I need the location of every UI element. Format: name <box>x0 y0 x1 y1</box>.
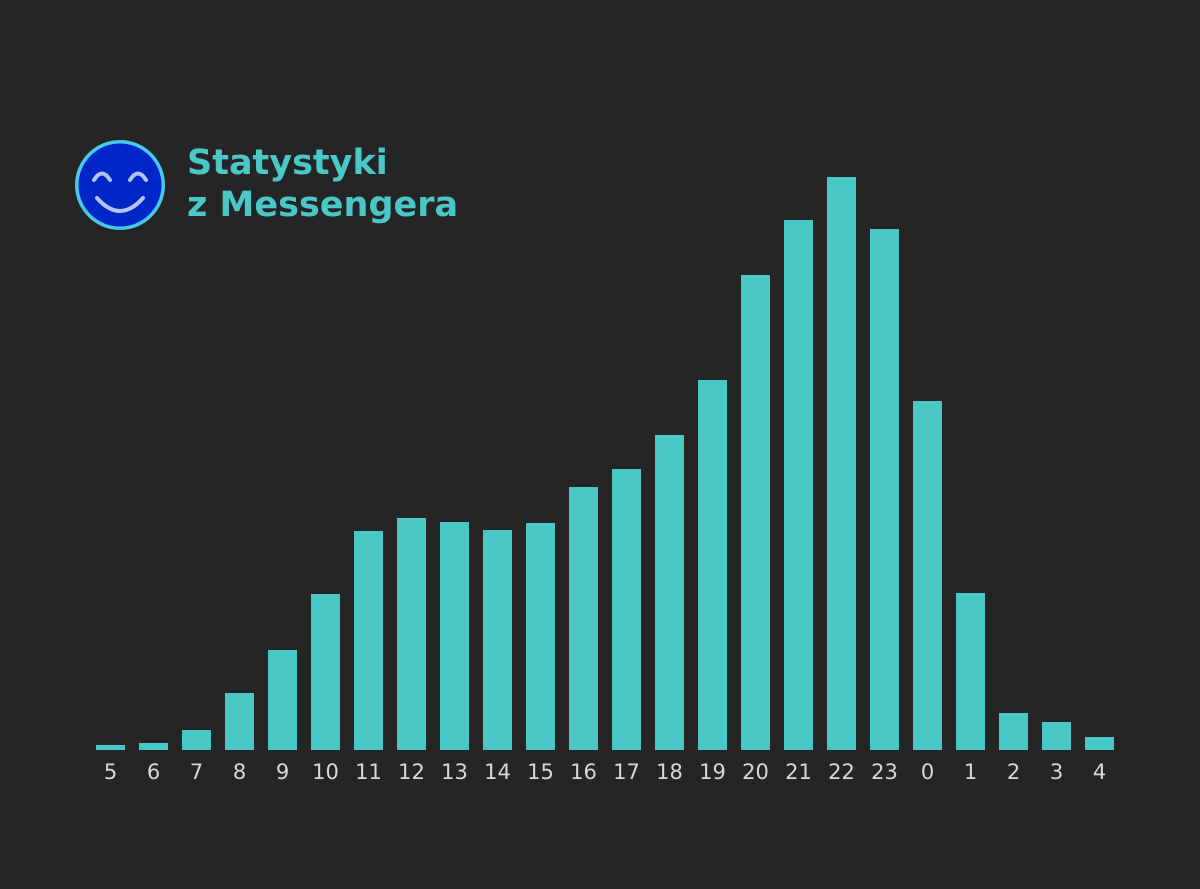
title-line-2: z Messengera <box>187 185 459 225</box>
bar-hour-8 <box>225 693 254 750</box>
x-tick-label-6: 6 <box>147 760 160 784</box>
bar-hour-3 <box>1042 722 1071 750</box>
x-tick-label-21: 21 <box>785 760 812 784</box>
x-tick-label-1: 1 <box>964 760 977 784</box>
smiley-face-icon <box>75 140 165 230</box>
x-tick-label-5: 5 <box>104 760 117 784</box>
x-tick-label-0: 0 <box>921 760 934 784</box>
bar-hour-2 <box>999 713 1028 750</box>
bar-hour-15 <box>526 523 555 750</box>
bar-hour-20 <box>741 275 770 750</box>
bar-hour-19 <box>698 380 727 750</box>
bar-hour-4 <box>1085 737 1114 750</box>
bar-hour-5 <box>96 745 125 750</box>
x-tick-label-15: 15 <box>527 760 554 784</box>
x-tick-label-13: 13 <box>441 760 468 784</box>
x-tick-labels: 5 6 7 8 9 10 11 12 13 14 15 16 17 18 19 20 21 22 23 0 1 2 3 4 <box>104 760 1106 784</box>
x-tick-label-20: 20 <box>742 760 769 784</box>
bar-hour-13 <box>440 522 469 750</box>
bar-hour-22 <box>827 177 856 750</box>
bar-hour-11 <box>354 531 383 750</box>
x-tick-label-7: 7 <box>190 760 203 784</box>
x-tick-label-22: 22 <box>828 760 855 784</box>
x-tick-label-19: 19 <box>699 760 726 784</box>
bar-hour-18 <box>655 435 684 750</box>
bar-hour-7 <box>182 730 211 750</box>
bar-hour-14 <box>483 530 512 750</box>
bar-hour-21 <box>784 220 813 750</box>
x-tick-label-10: 10 <box>312 760 339 784</box>
x-tick-label-12: 12 <box>398 760 425 784</box>
x-tick-label-11: 11 <box>355 760 382 784</box>
bar-hour-17 <box>612 469 641 750</box>
x-tick-label-2: 2 <box>1007 760 1020 784</box>
bars-group <box>96 177 1114 750</box>
x-tick-label-23: 23 <box>871 760 898 784</box>
page-title: Statystyki z Messengera <box>187 142 458 226</box>
x-tick-label-8: 8 <box>233 760 246 784</box>
x-tick-label-4: 4 <box>1093 760 1106 784</box>
bar-hour-1 <box>956 593 985 750</box>
bar-hour-23 <box>870 229 899 750</box>
x-tick-label-9: 9 <box>276 760 289 784</box>
bar-hour-10 <box>311 594 340 750</box>
logo <box>73 138 167 232</box>
bar-hour-0 <box>913 401 942 750</box>
bar-hour-9 <box>268 650 297 750</box>
x-tick-label-3: 3 <box>1050 760 1063 784</box>
title-line-1: Statystyki <box>187 143 388 183</box>
x-tick-label-18: 18 <box>656 760 683 784</box>
x-tick-label-16: 16 <box>570 760 597 784</box>
x-tick-label-14: 14 <box>484 760 511 784</box>
bar-hour-16 <box>569 487 598 750</box>
bar-hour-6 <box>139 743 168 750</box>
bar-hour-12 <box>397 518 426 750</box>
x-tick-label-17: 17 <box>613 760 640 784</box>
